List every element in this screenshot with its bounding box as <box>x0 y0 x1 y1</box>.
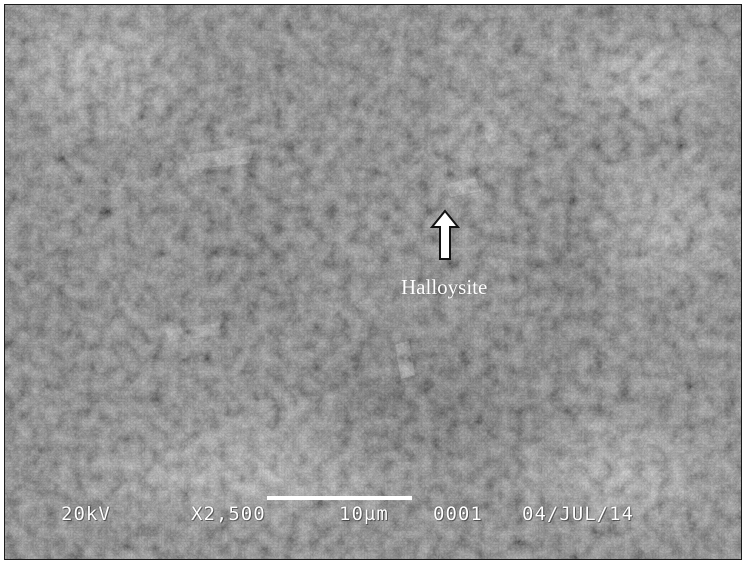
halloysite-label: Halloysite <box>401 275 488 299</box>
sem-info-bar: 20kV X2,500 10µm 0001 04/JUL/14 <box>5 503 741 531</box>
arrow-up-icon <box>430 209 460 260</box>
scale-label: 10µm <box>339 503 389 525</box>
magnification: X2,500 <box>191 503 266 525</box>
sem-texture <box>5 5 741 559</box>
sem-micrograph: Halloysite 20kV X2,500 10µm 0001 04/JUL/… <box>4 4 742 560</box>
accelerating-voltage: 20kV <box>61 503 111 525</box>
image-number: 0001 <box>433 503 483 525</box>
capture-date: 04/JUL/14 <box>522 503 634 525</box>
scale-bar <box>267 496 412 500</box>
